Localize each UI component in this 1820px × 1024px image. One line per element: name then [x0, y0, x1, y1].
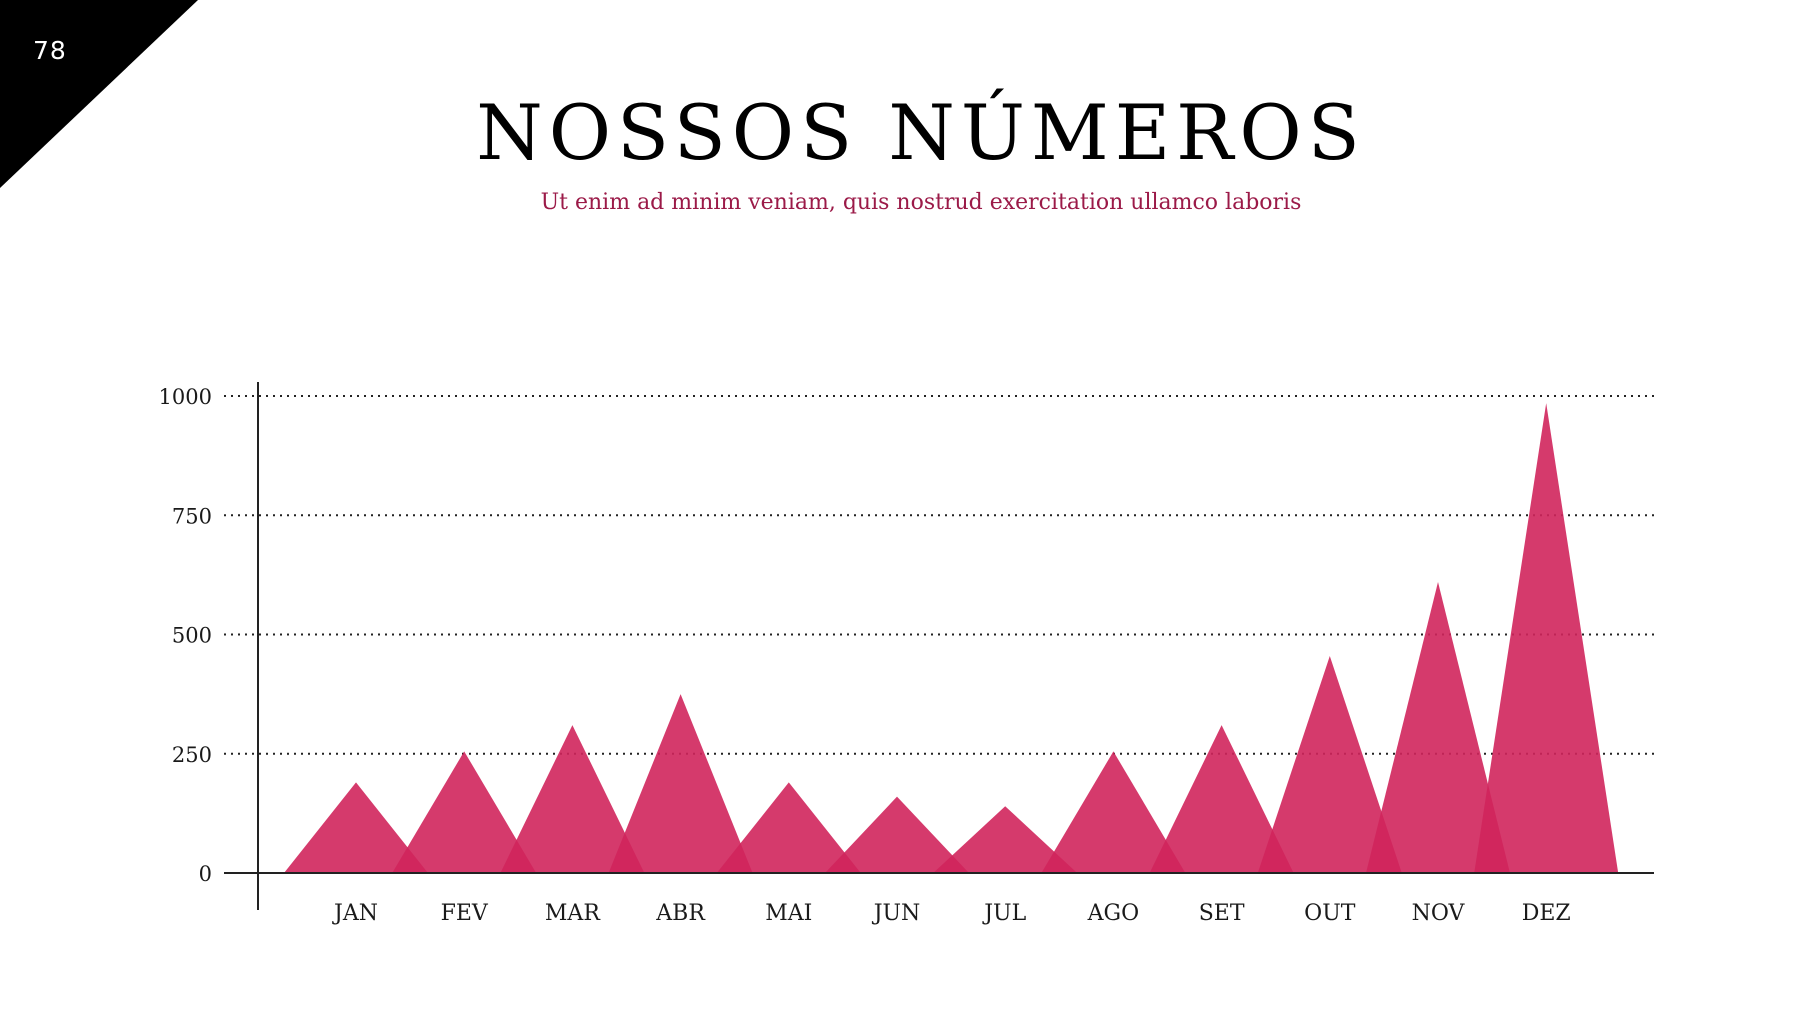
- peak-jun: [825, 796, 969, 873]
- peak-abr: [608, 694, 753, 873]
- peaks: [284, 403, 1619, 873]
- peak-set: [1149, 725, 1294, 873]
- peak-mar: [500, 725, 645, 873]
- y-tick-label-750: 750: [172, 504, 212, 528]
- y-tick-label-1000: 1000: [159, 385, 212, 409]
- x-tick-label-mai: MAI: [765, 901, 812, 926]
- x-tick-label-nov: NOV: [1412, 901, 1466, 926]
- page-number: 78: [33, 36, 67, 65]
- x-tick-label-dez: DEZ: [1522, 901, 1571, 926]
- y-tick-label-250: 250: [172, 743, 212, 767]
- x-tick-label-jul: JUL: [982, 901, 1026, 926]
- peak-ago: [1041, 751, 1186, 873]
- x-tick-label-out: OUT: [1304, 901, 1356, 926]
- x-tick-label-jan: JAN: [332, 901, 378, 926]
- corner-triangle: [0, 0, 198, 188]
- y-tick-label-500: 500: [172, 624, 212, 648]
- x-tick-label-fev: FEV: [441, 901, 489, 926]
- x-tick-label-set: SET: [1199, 901, 1245, 926]
- peak-jul: [933, 806, 1078, 873]
- y-tick-label-0: 0: [199, 862, 212, 886]
- peak-fev: [392, 751, 537, 873]
- x-tick-label-mar: MAR: [545, 901, 601, 926]
- x-tick-label-abr: ABR: [655, 901, 706, 926]
- peak-out: [1257, 655, 1402, 873]
- y-tick-labels: 0 250 500 750 1000: [159, 385, 212, 886]
- x-tick-label-ago: AGO: [1087, 901, 1140, 926]
- x-tick-label-jun: JUN: [872, 901, 921, 926]
- axes: [224, 382, 1654, 910]
- peak-jan: [284, 782, 428, 873]
- x-tick-labels: JAN FEV MAR ABR MAI JUN JUL AGO SET OUT NOV DEZ: [332, 901, 1571, 926]
- peak-dez: [1474, 403, 1619, 873]
- page-title: NOSSOS NÚMEROS: [476, 88, 1366, 177]
- page-subtitle: Ut enim ad minim veniam, quis nostrud ex…: [540, 190, 1302, 215]
- peak-mai: [716, 782, 861, 873]
- peak-nov: [1366, 582, 1510, 873]
